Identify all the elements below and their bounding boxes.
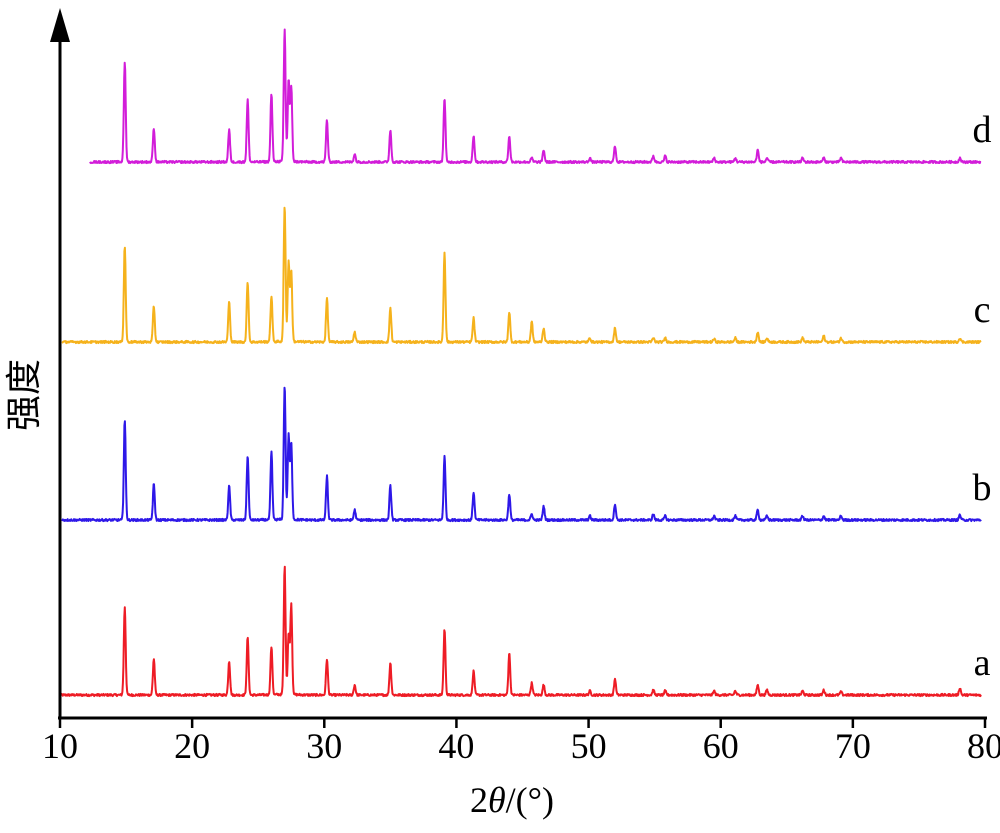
x-tick-label-10: 10 (42, 726, 78, 766)
x-tick-label-50: 50 (571, 726, 607, 766)
x-tick-label-70: 70 (835, 726, 871, 766)
series-a-label: a (974, 642, 991, 684)
series-c-trace (61, 206, 982, 345)
series-b-label: b (973, 467, 992, 509)
y-axis-title: 强度 (4, 359, 44, 431)
y-axis-arrow (50, 8, 70, 42)
x-ticks-group: 10 20 30 40 50 60 70 80 (42, 718, 1000, 766)
x-tick-label-80: 80 (967, 726, 1000, 766)
x-tick-label-30: 30 (306, 726, 342, 766)
series-a-trace (59, 565, 982, 698)
series-d-trace (89, 28, 982, 165)
traces-group (59, 28, 982, 698)
x-tick-label-40: 40 (438, 726, 474, 766)
series-d-label: d (973, 109, 992, 151)
series-b-trace (61, 386, 982, 523)
series-c-label: c (974, 289, 991, 331)
series-labels-group: a b c d (973, 109, 992, 684)
x-axis-title: 2θ/(°) (470, 780, 554, 820)
x-tick-label-60: 60 (703, 726, 739, 766)
x-tick-label-20: 20 (174, 726, 210, 766)
